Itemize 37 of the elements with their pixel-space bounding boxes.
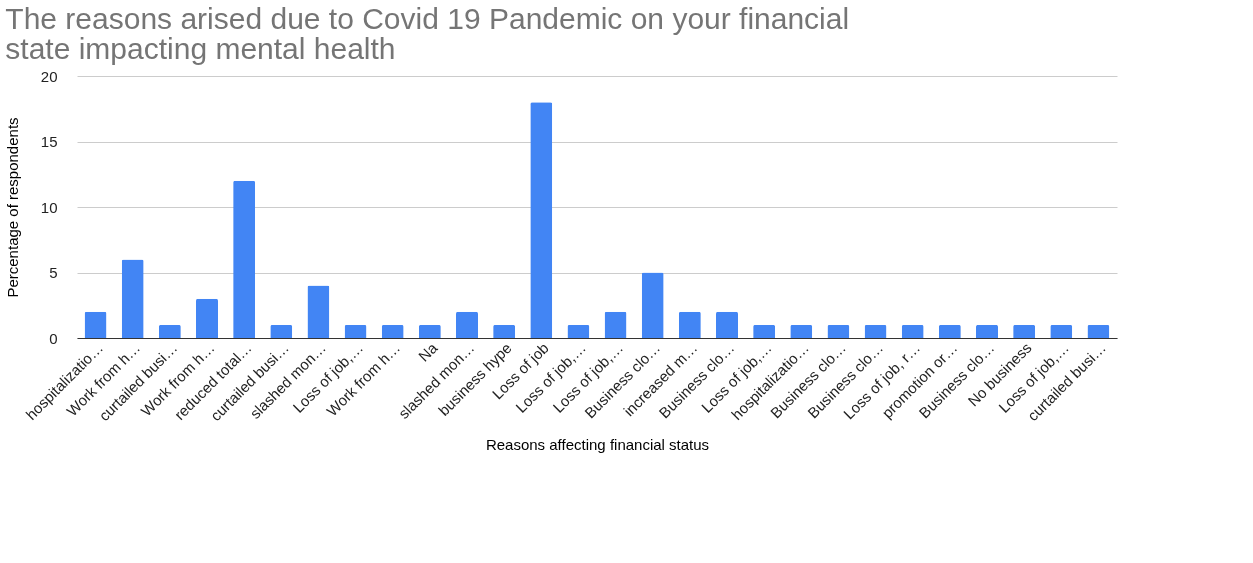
bar [233, 180, 256, 338]
bar [121, 259, 144, 338]
bar [530, 102, 553, 338]
bar [158, 324, 181, 338]
y-axis-title: Percentage of respondents [3, 117, 21, 298]
bar [604, 311, 627, 338]
x-tick-label: Na [414, 338, 441, 365]
y-tick-label: 10 [40, 198, 58, 216]
bar [381, 324, 404, 338]
bar [901, 324, 924, 338]
bar [456, 311, 478, 338]
bar [976, 324, 998, 338]
bar [938, 324, 961, 338]
x-axis-title: Reasons affecting financial status [485, 436, 710, 454]
bar [753, 324, 776, 338]
bar [1050, 324, 1073, 338]
bar [864, 324, 887, 338]
bar [344, 324, 367, 338]
chart-title: The reasons arised due to Covid 19 Pandemic on your financial state impacting mental health [5, 2, 850, 65]
bar [84, 311, 107, 338]
bar [196, 298, 218, 338]
y-tick-label: 15 [40, 133, 58, 150]
bar [418, 324, 441, 338]
y-tick-label: 20 [40, 67, 58, 85]
bar [827, 324, 850, 338]
bar [307, 285, 330, 338]
y-tick-label: 5 [49, 264, 58, 281]
bar [641, 272, 664, 338]
bar [567, 324, 590, 338]
bar [790, 324, 813, 338]
bar [1013, 324, 1036, 338]
bar [493, 324, 516, 338]
bar [678, 311, 701, 338]
bar [1087, 324, 1110, 338]
bar [270, 324, 293, 338]
bar [716, 311, 738, 338]
y-tick-label: 0 [49, 329, 58, 347]
